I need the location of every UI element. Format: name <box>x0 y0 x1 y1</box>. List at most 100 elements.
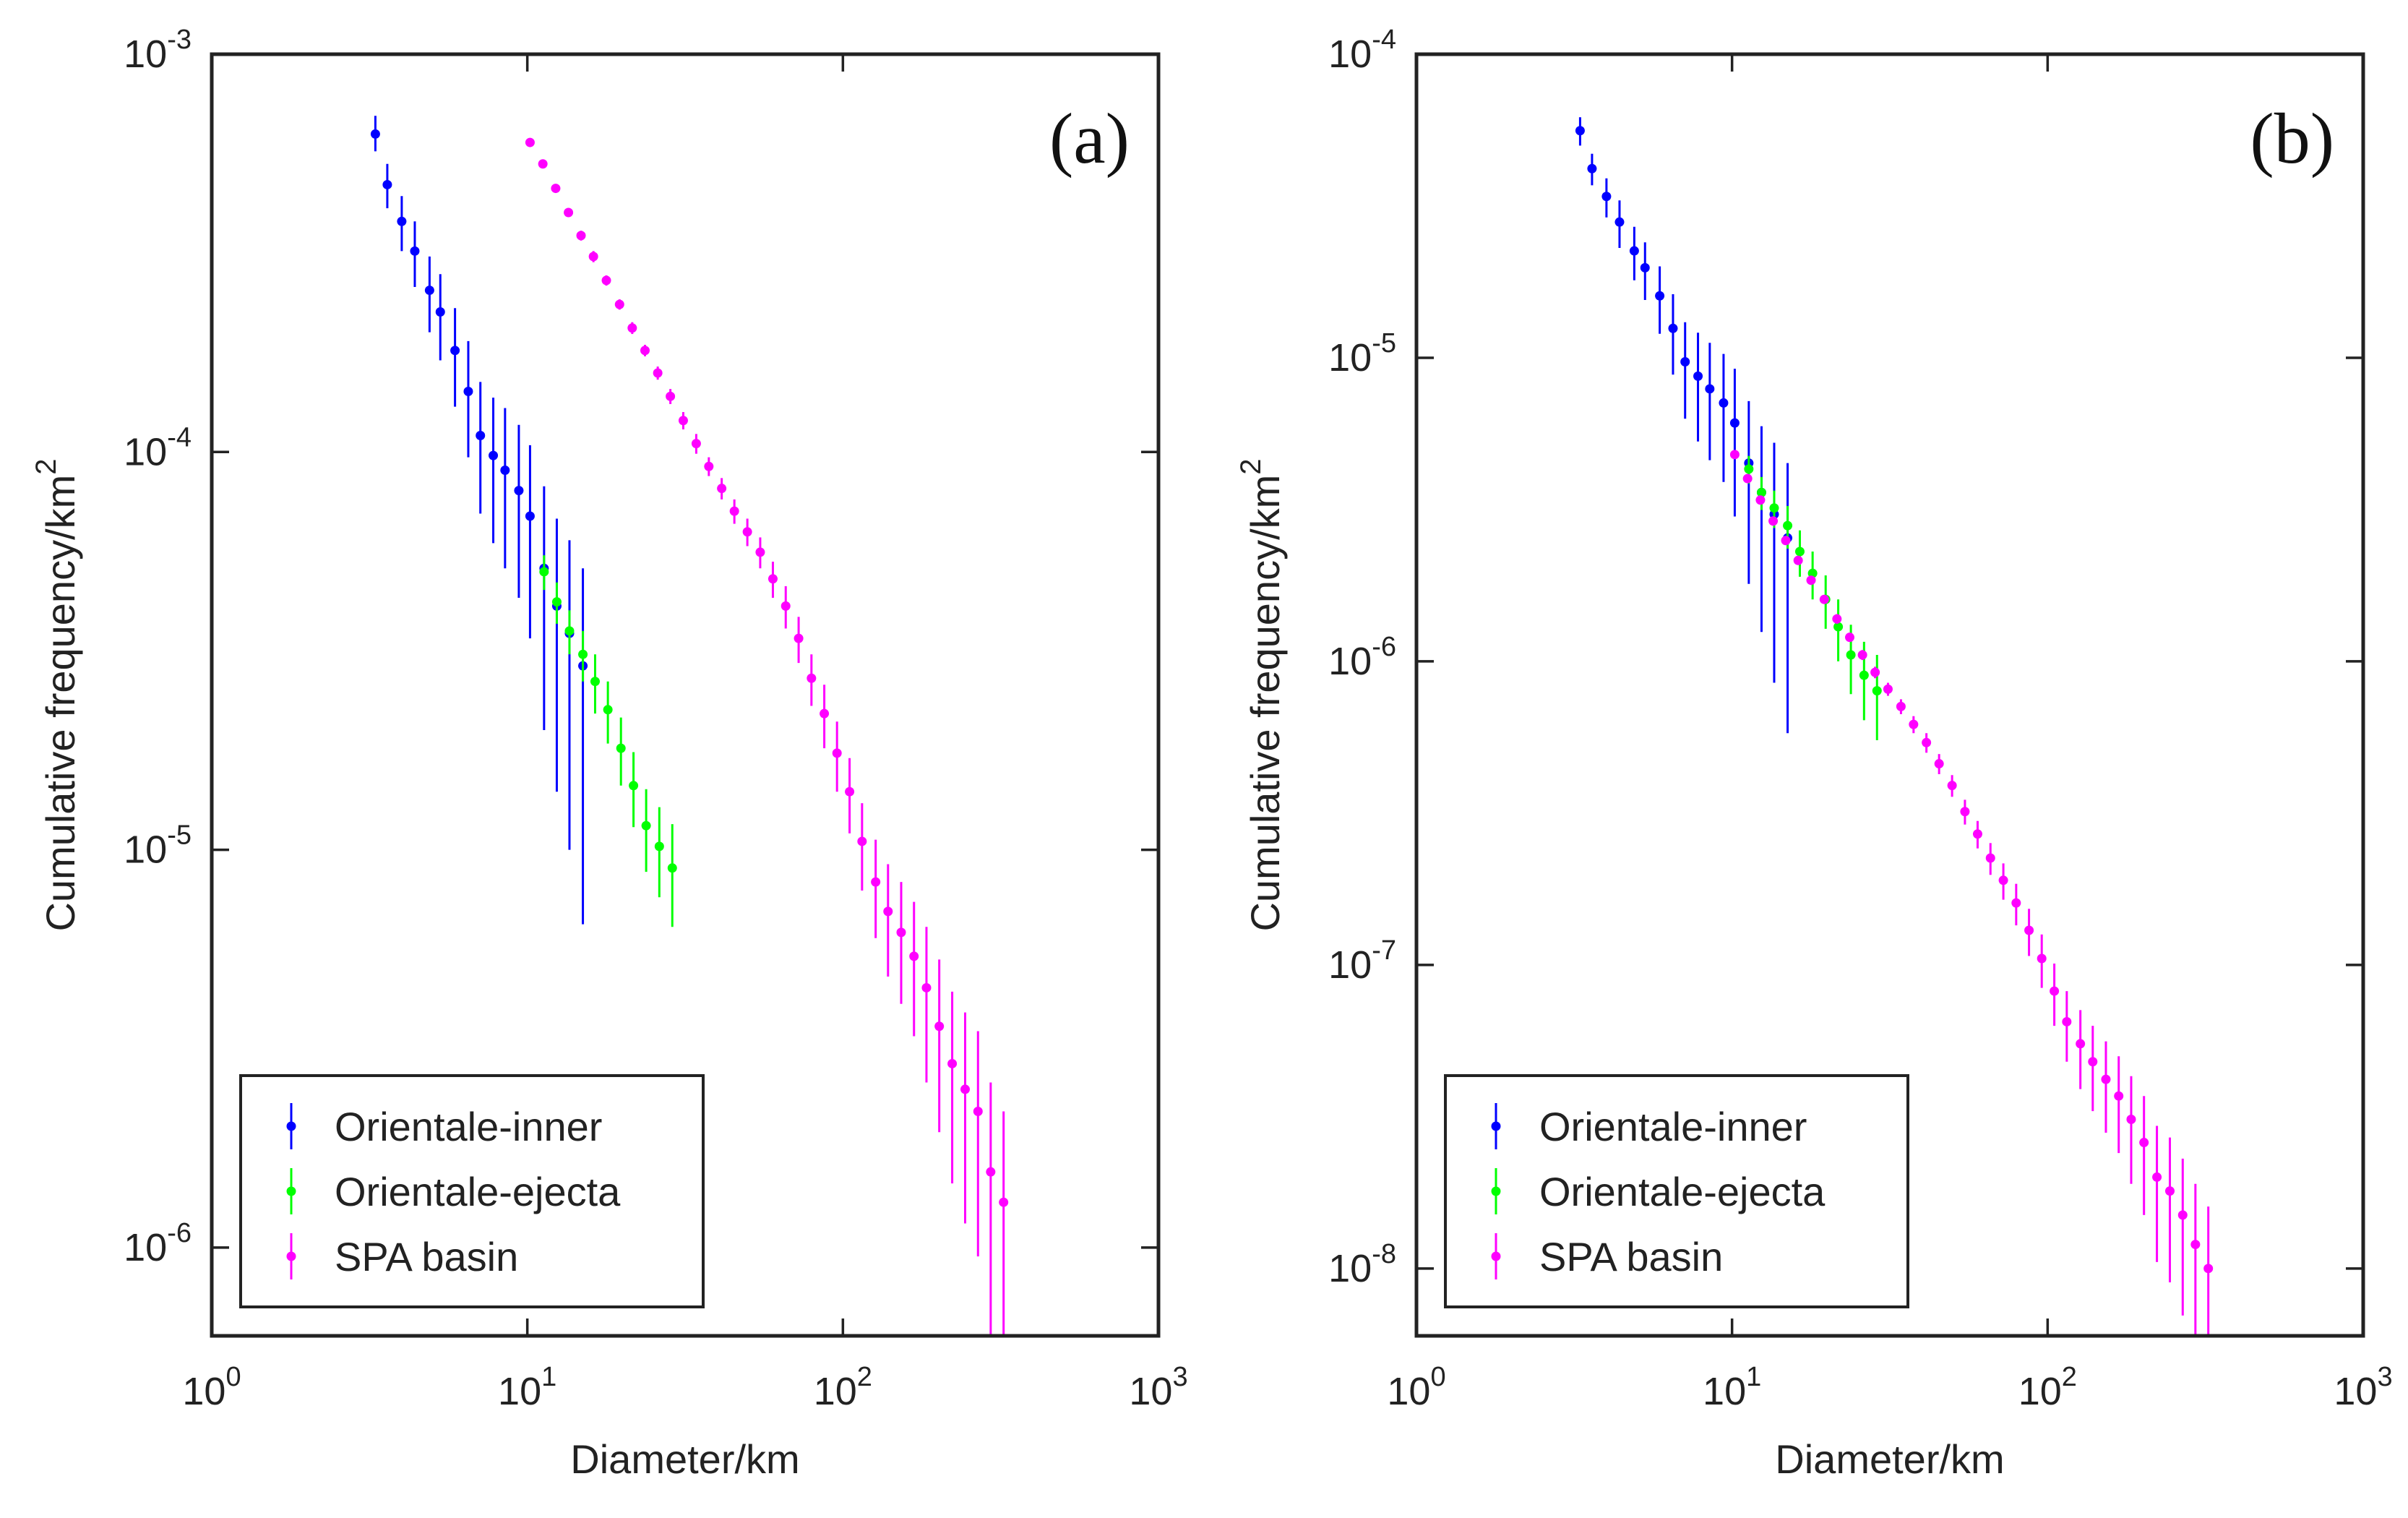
panel-b-axes-frame <box>1414 52 2365 1338</box>
panel-b-y-tick-base: 10 <box>1328 336 1372 380</box>
panel-b-panel-label: (b) <box>2250 98 2334 179</box>
panel-a-x-tick-label: 103 <box>1129 1362 1187 1413</box>
panel-a-y-tick-base: 10 <box>124 430 167 473</box>
panel-b-x-tick-exponent: 3 <box>2377 1362 2392 1392</box>
panel-a-series-spa-basin-point <box>601 275 611 286</box>
panel-a-series-spa-basin-point <box>653 368 663 378</box>
panel-b-series-orientale-inner-point <box>1640 262 1650 273</box>
panel-a-x-tick-exponent: 1 <box>541 1362 556 1392</box>
panel-b-legend: Orientale-inner Orientale-ejecta SPA basin <box>1444 1074 1909 1308</box>
panel-a-series-orientale-ejecta-point <box>578 649 588 659</box>
panel-b-y-tick-exponent: -4 <box>1372 25 1396 55</box>
panel-b-y-axis-label: Cumulative frequency/km2 <box>1235 458 1288 931</box>
panel-b-series-spa-basin-point <box>1857 650 1867 660</box>
panel-a-x-tick-label: 102 <box>814 1362 872 1413</box>
panel-b-series-spa-basin-point <box>2114 1091 2124 1101</box>
panel-b-x-tick-label: 100 <box>1387 1362 1445 1413</box>
panel-b-series-spa-basin-point <box>2190 1240 2201 1250</box>
panel-a-series-spa-basin-point <box>742 527 752 537</box>
panel-b-series-orientale-inner-point <box>1575 126 1585 136</box>
panel-b-series-spa-basin-point <box>2152 1172 2162 1182</box>
panel-b-series-orientale-inner-point <box>1705 384 1715 394</box>
panel-a-x-tick-exponent: 2 <box>857 1362 872 1392</box>
panel-a-series-orientale-ejecta-point <box>616 743 626 753</box>
panel-a-y-axis-label: Cumulative frequency/km2 <box>30 458 83 931</box>
panel-a-x-axis-label: Diameter/km <box>570 1436 799 1482</box>
panel-b-series-spa-basin-point <box>1922 737 1932 747</box>
panel-a-series-orientale-inner-point <box>489 450 499 460</box>
panel-b-series-spa-basin-point <box>1998 875 2008 886</box>
panel-b-series-spa-basin-point <box>2050 986 2060 996</box>
panel-b-series-spa-basin-point <box>1845 632 1855 643</box>
panel-a-x-tick-exponent: 0 <box>225 1362 241 1392</box>
panel-a-series-orientale-inner-point <box>450 346 460 356</box>
panel-b-legend-swatch-dot-orientale-ejecta <box>1491 1186 1501 1196</box>
panel-b-y-tick-label: 10-7 <box>1328 935 1396 987</box>
panel-a-series-spa-basin-point <box>704 461 714 471</box>
panel-b-series-spa-basin-point <box>2177 1210 2188 1220</box>
panel-a-axes-frame <box>210 52 1161 1338</box>
panel-a-y-axis-label-sup: 2 <box>30 458 62 474</box>
panel-a-series-spa-basin-point <box>999 1197 1009 1207</box>
panel-b-y-tick-exponent: -8 <box>1372 1239 1396 1269</box>
panel-a-series-spa-basin-point <box>820 708 830 719</box>
panel-a-series-orientale-ejecta-point <box>654 841 664 852</box>
panel-b-legend-label-orientale-inner: Orientale-inner <box>1539 1104 1807 1149</box>
panel-b-series-orientale-inner <box>1575 117 1793 734</box>
panel-a-series-spa-basin-point <box>564 207 574 218</box>
panel-b-series-spa-basin-point <box>2139 1138 2149 1148</box>
panel-a-y-tick-base: 10 <box>124 33 167 76</box>
panel-a-y-tick-label: 10-3 <box>124 25 192 76</box>
panel-b-legend-box <box>1444 1074 1909 1308</box>
panel-b-y-tick-label: 10-8 <box>1328 1239 1396 1290</box>
panel-a-legend-box <box>239 1074 705 1308</box>
panel-b-x-tick-exponent: 1 <box>1746 1362 1761 1392</box>
panel-a-series-orientale-inner-point <box>476 431 486 441</box>
panel-a-y-tick-label: 10-4 <box>124 422 192 473</box>
panel-b-x-tick-base: 10 <box>2334 1370 2377 1413</box>
panel-b-y-tick-base: 10 <box>1328 640 1372 683</box>
panel-b-x-tick-exponent: 2 <box>2062 1362 2077 1392</box>
panel-b-series-spa-basin-point <box>1883 684 1893 694</box>
panel-b-y-tick-base: 10 <box>1328 943 1372 987</box>
panel-a-series-spa-basin-point <box>909 951 919 961</box>
panel-a-series-orientale-inner-point <box>500 465 510 475</box>
panel-b-series-spa-basin-point <box>1806 575 1816 586</box>
panel-b-series-spa-basin-point <box>2076 1039 2086 1049</box>
panel-a-legend-label-orientale-ejecta: Orientale-ejecta <box>335 1169 621 1214</box>
panel-a-series-spa-basin-point <box>551 184 561 194</box>
panel-b-data-layer <box>1575 117 2214 1336</box>
panel-a-series-spa-basin-point <box>947 1058 958 1068</box>
panel-b-legend-label-orientale-ejecta: Orientale-ejecta <box>1539 1169 1826 1214</box>
panel-b-series-spa-basin-point <box>2011 898 2021 908</box>
panel-a-series-orientale-ejecta-point <box>590 677 600 687</box>
panel-a-series-spa-basin-point <box>934 1021 945 1032</box>
panel-a-series-spa-basin-point <box>896 927 906 938</box>
panel-b-series-spa-basin-point <box>1832 614 1842 624</box>
panel-a-y-tick-label: 10-6 <box>124 1218 192 1269</box>
panel-a-series-orientale-ejecta-point <box>539 567 549 577</box>
panel-a-legend-swatch-dot-orientale-ejecta <box>286 1186 296 1196</box>
panel-a-series-spa-basin-point <box>767 574 778 584</box>
panel-b-series-spa-basin-point <box>1768 516 1779 526</box>
panel-a-series-spa-basin-point <box>832 748 842 758</box>
panel-b-series-orientale-inner-point <box>1693 371 1703 381</box>
panel-a-x-tick-base: 10 <box>814 1370 857 1413</box>
panel-a-series-orientale-inner-point <box>424 286 434 296</box>
panel-a-series-spa-basin <box>525 137 1009 1336</box>
panel-b-series-spa-basin-point <box>1960 807 1970 817</box>
panel-b-x-tick-base: 10 <box>2018 1370 2062 1413</box>
panel-a-series-spa-basin-point <box>627 323 637 333</box>
panel-a-panel-label: (a) <box>1049 98 1130 179</box>
panel-b-series-orientale-ejecta-point <box>1872 686 1882 696</box>
panel-a-series-orientale-inner-point <box>397 216 407 226</box>
panel-b-series-spa-basin-point <box>1947 781 1957 791</box>
panel-b-x-tick-label: 103 <box>2334 1362 2392 1413</box>
panel-a-series-spa-basin-point <box>986 1167 996 1177</box>
panel-b-y-axis-label-text: Cumulative frequency/km <box>1242 475 1288 932</box>
panel-b-series-orientale-ejecta-point <box>1769 503 1779 513</box>
panel-a-series-spa-basin-point <box>857 836 867 846</box>
panel-b-y-tick-label: 10-5 <box>1328 328 1396 380</box>
